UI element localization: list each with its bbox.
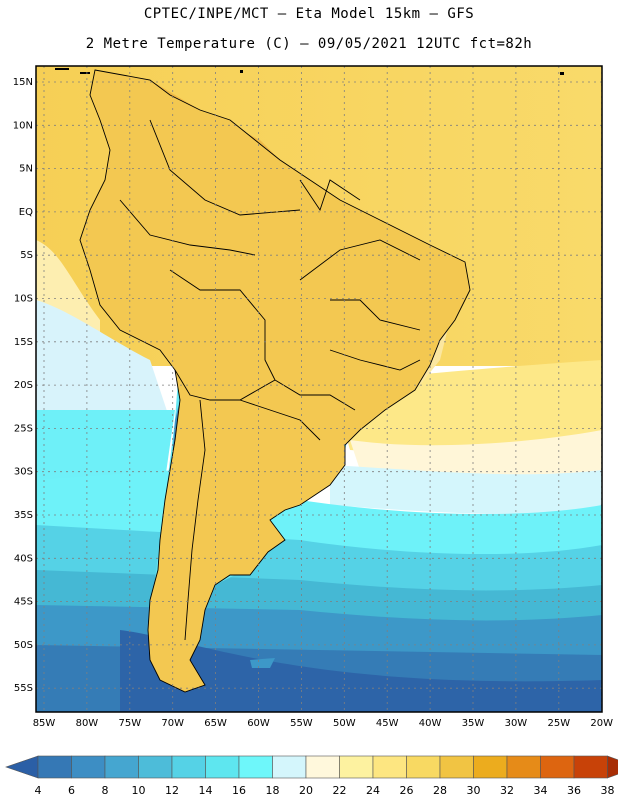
lat-label-eq: EQ bbox=[19, 207, 33, 218]
colorbar-swatch-3 bbox=[104, 755, 139, 779]
colorbar-arrow-low bbox=[5, 755, 39, 779]
lat-label-10s: 10S bbox=[14, 294, 33, 305]
colorbar-swatch-1 bbox=[37, 755, 72, 779]
colorbar-label-4: 4 bbox=[35, 784, 42, 797]
lat-label-45s: 45S bbox=[14, 597, 33, 608]
lon-label-85w: 85W bbox=[33, 718, 56, 729]
lon-label-80w: 80W bbox=[76, 718, 99, 729]
lat-label-25s: 25S bbox=[14, 423, 33, 434]
border-chile-argentina-north bbox=[174, 369, 276, 401]
lon-label-65w: 65W bbox=[204, 718, 227, 729]
border-colombia-brazil bbox=[149, 119, 301, 216]
lat-label-35s: 35S bbox=[14, 510, 33, 521]
lon-label-30w: 30W bbox=[505, 718, 528, 729]
colorbar-swatch-4 bbox=[138, 755, 173, 779]
colorbar-label-20: 20 bbox=[299, 784, 313, 797]
colorbar-arrow-high bbox=[607, 755, 618, 779]
lat-label-40s: 40S bbox=[14, 553, 33, 564]
malvinas-islands bbox=[250, 658, 275, 668]
colorbar-label-26: 26 bbox=[400, 784, 414, 797]
lat-label-5s: 5S bbox=[20, 250, 33, 261]
temperature-field bbox=[36, 66, 602, 712]
colorbar-swatch-14 bbox=[473, 755, 508, 779]
lat-label-15n: 15N bbox=[13, 77, 33, 88]
colorbar-label-38: 38 bbox=[601, 784, 615, 797]
title-line-1: CPTEC/INPE/MCT – Eta Model 15km – GFS bbox=[143, 6, 475, 22]
lon-label-25w: 25W bbox=[547, 718, 570, 729]
colorbar-swatch-2 bbox=[71, 755, 106, 779]
colorbar-swatch-11 bbox=[372, 755, 407, 779]
colorbar-label-22: 22 bbox=[333, 784, 347, 797]
latitude-labels: 15N 10N 5N EQ 5S 10S 15S 20S 25S 30S 35S 40S 45S 50S 5… bbox=[13, 77, 33, 694]
ocean-atlantic-22 bbox=[350, 430, 602, 475]
colorbar-label-36: 36 bbox=[567, 784, 581, 797]
colorbar-swatch-7 bbox=[238, 755, 273, 779]
colorbar-swatch-5 bbox=[171, 755, 206, 779]
colorbar-labels: 4 6 8 10 12 14 16 18 20 22 24 26 28 30 32 34 36 38 bbox=[35, 784, 615, 797]
lat-label-15s: 15S bbox=[14, 337, 33, 348]
border-paraguay bbox=[239, 399, 321, 441]
colorbar-label-32: 32 bbox=[500, 784, 514, 797]
colorbar-label-24: 24 bbox=[366, 784, 380, 797]
ocean-atlantic-20 bbox=[330, 465, 602, 515]
colorbar-label-16: 16 bbox=[232, 784, 246, 797]
ocean-pacific-16 bbox=[36, 410, 175, 490]
border-guianas bbox=[299, 179, 361, 212]
lat-label-20s: 20S bbox=[14, 380, 33, 391]
lon-label-45w: 45W bbox=[376, 718, 399, 729]
colorbar-swatch-6 bbox=[205, 755, 240, 779]
colorbar-label-8: 8 bbox=[102, 784, 109, 797]
colorbar bbox=[5, 755, 618, 779]
border-state-3 bbox=[329, 349, 421, 371]
colorbar-swatch-9 bbox=[305, 755, 340, 779]
border-chile-argentina bbox=[184, 399, 206, 641]
colorbar-swatch-13 bbox=[439, 755, 474, 779]
colorbar-swatch-8 bbox=[272, 755, 307, 779]
colorbar-swatch-15 bbox=[506, 755, 541, 779]
lat-label-30s: 30S bbox=[14, 467, 33, 478]
lat-label-10n: 10N bbox=[13, 120, 33, 131]
lat-label-50s: 50S bbox=[14, 640, 33, 651]
colorbar-swatch-17 bbox=[573, 755, 608, 779]
map-frame bbox=[35, 65, 603, 713]
map-grid bbox=[36, 66, 603, 712]
lon-label-35w: 35W bbox=[462, 718, 485, 729]
colorbar-label-12: 12 bbox=[165, 784, 179, 797]
ocean-pacific-cool bbox=[36, 300, 170, 440]
colorbar-swatch-16 bbox=[540, 755, 575, 779]
border-peru-north bbox=[119, 199, 256, 256]
colorbar-swatch-12 bbox=[406, 755, 441, 779]
colorbar-swatch-10 bbox=[339, 755, 374, 779]
lon-label-75w: 75W bbox=[118, 718, 141, 729]
border-state-4 bbox=[274, 379, 356, 411]
lon-label-70w: 70W bbox=[161, 718, 184, 729]
border-bolivia bbox=[169, 269, 276, 381]
caribbean-islands bbox=[55, 68, 564, 75]
colorbar-label-28: 28 bbox=[433, 784, 447, 797]
lon-label-55w: 55W bbox=[290, 718, 313, 729]
ocean-band-4 bbox=[120, 630, 602, 712]
lon-label-50w: 50W bbox=[333, 718, 356, 729]
colorbar-label-14: 14 bbox=[199, 784, 213, 797]
longitude-labels: 85W 80W 75W 70W 65W 60W 55W 50W 45W 40W 35W 30W 25W 2… bbox=[33, 718, 613, 729]
colorbar-label-34: 34 bbox=[534, 784, 548, 797]
colorbar-label-10: 10 bbox=[132, 784, 146, 797]
lat-label-5n: 5N bbox=[19, 164, 33, 175]
border-state-1 bbox=[330, 299, 421, 331]
lon-label-20w: 20W bbox=[590, 718, 613, 729]
colorbar-label-6: 6 bbox=[68, 784, 75, 797]
country-borders bbox=[79, 69, 471, 693]
colorbar-label-30: 30 bbox=[467, 784, 481, 797]
lat-label-55s: 55S bbox=[14, 683, 33, 694]
lon-label-40w: 40W bbox=[419, 718, 442, 729]
title-line-2: 2 Metre Temperature (C) – 09/05/2021 12U… bbox=[85, 36, 533, 52]
colorbar-label-18: 18 bbox=[266, 784, 280, 797]
lon-label-60w: 60W bbox=[247, 718, 270, 729]
border-state-2 bbox=[299, 239, 421, 281]
